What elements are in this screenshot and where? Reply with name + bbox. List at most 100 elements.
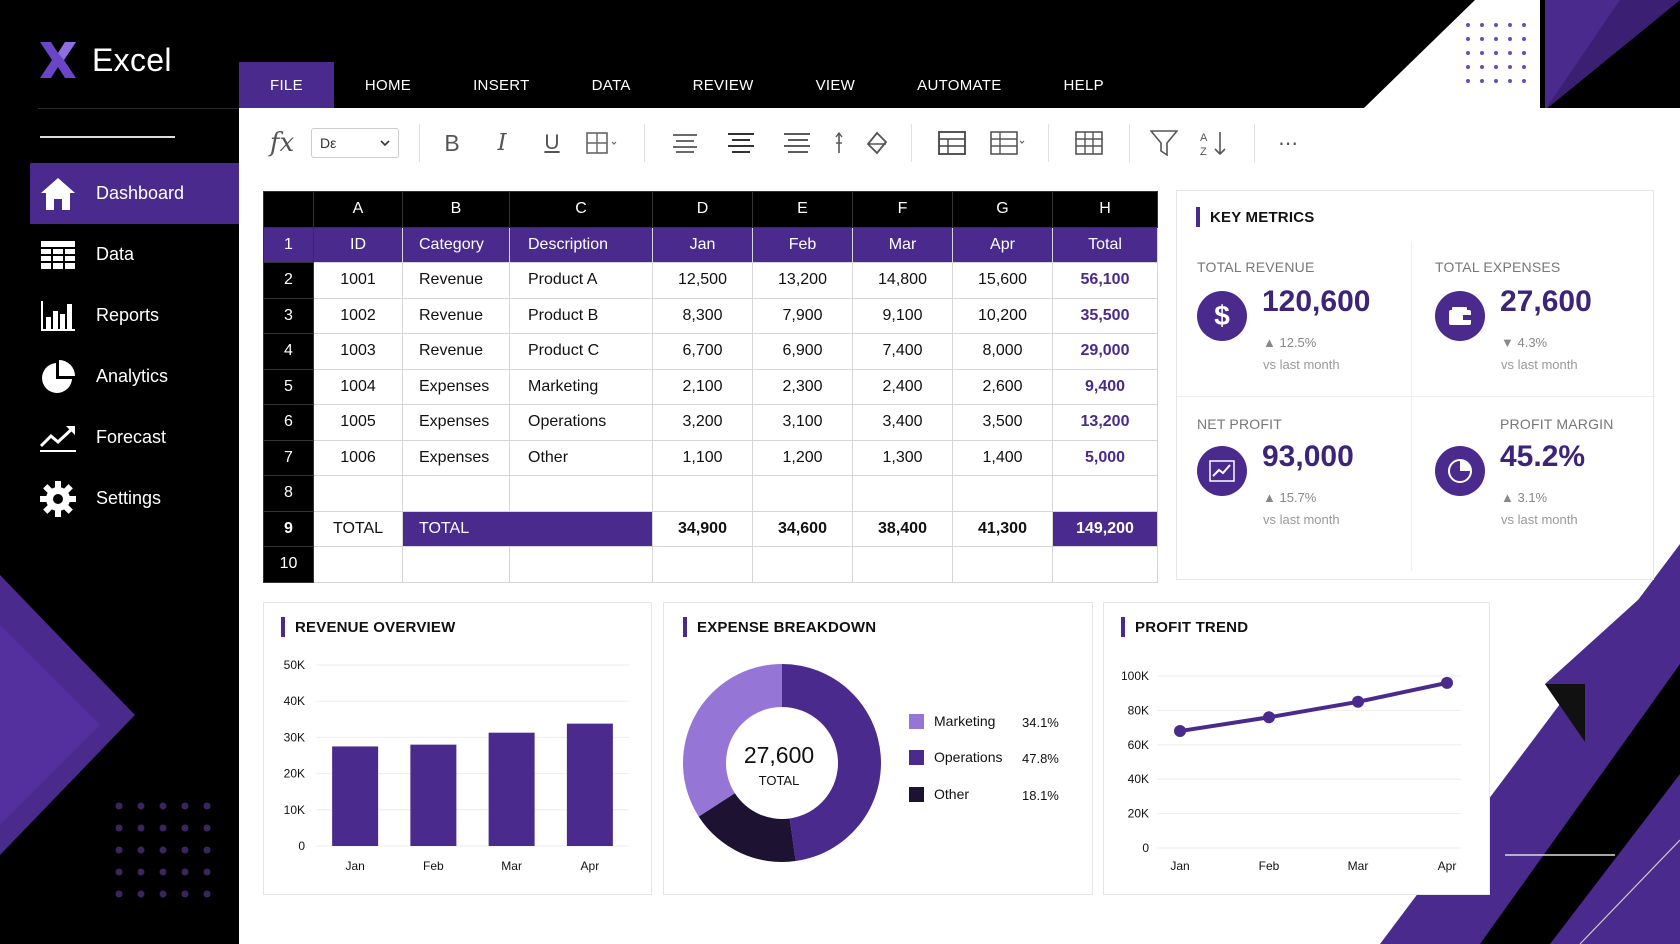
menu-automate[interactable]: AUTOMATE (917, 76, 1002, 94)
cell[interactable]: 3,500 (952, 404, 1053, 441)
cell[interactable]: 1,400 (952, 439, 1053, 476)
cell[interactable]: 1006 (313, 439, 403, 476)
cell[interactable]: 1,100 (652, 439, 753, 476)
cell[interactable]: Expenses (402, 404, 510, 441)
cell[interactable]: Revenue (402, 262, 510, 299)
sidebar-item-dashboard[interactable]: Dashboard (30, 163, 239, 224)
cell[interactable]: 1,200 (752, 439, 853, 476)
cell[interactable] (852, 546, 953, 583)
cell[interactable]: TOTAL (313, 510, 403, 547)
sidebar-item-reports[interactable]: Reports (30, 285, 239, 346)
cell[interactable]: 34,600 (752, 510, 853, 547)
metric-total-expenses[interactable]: TOTAL EXPENSES 27,600 ▼ 4.3% vs last mon… (1435, 259, 1645, 384)
corner-cell[interactable] (263, 191, 314, 228)
row-number[interactable]: 6 (263, 404, 314, 441)
cell[interactable]: Jan (652, 226, 753, 263)
text-direction-icon[interactable] (825, 123, 853, 163)
metric-net-profit[interactable]: NET PROFIT 93,000 ▲ 15.7% vs last month (1197, 416, 1407, 541)
sidebar-item-data[interactable]: Data (30, 224, 239, 285)
filter-icon[interactable] (1142, 123, 1186, 163)
cell[interactable]: 41,300 (952, 510, 1053, 547)
cell[interactable] (509, 475, 653, 512)
row-number[interactable]: 10 (263, 546, 314, 583)
cell[interactable] (1052, 475, 1158, 512)
cell[interactable] (402, 546, 510, 583)
table-format-icon[interactable] (980, 123, 1036, 163)
cell[interactable]: 8,000 (952, 333, 1053, 370)
row-number[interactable]: 5 (263, 368, 314, 405)
metric-profit-margin[interactable]: PROFIT MARGIN 45.2% ▲ 3.1% vs last month (1435, 416, 1645, 541)
row-number[interactable]: 1 (263, 226, 314, 263)
cell[interactable]: 38,400 (852, 510, 953, 547)
cell[interactable] (402, 475, 510, 512)
cell[interactable]: Revenue (402, 297, 510, 334)
cell[interactable]: 3,200 (652, 404, 753, 441)
column-header[interactable]: A (313, 191, 403, 228)
cell[interactable]: Revenue (402, 333, 510, 370)
cell[interactable]: 29,000 (1052, 333, 1158, 370)
menu-insert[interactable]: INSERT (473, 76, 530, 94)
cell[interactable]: 1002 (313, 297, 403, 334)
cell[interactable]: Feb (752, 226, 853, 263)
cell[interactable]: Description (509, 226, 653, 263)
column-header[interactable]: C (509, 191, 653, 228)
cell[interactable]: Apr (952, 226, 1053, 263)
row-number[interactable]: 9 (263, 510, 314, 547)
cell[interactable]: 149,200 (1052, 510, 1158, 547)
menu-review[interactable]: REVIEW (692, 76, 754, 94)
insert-table-icon[interactable] (924, 123, 980, 163)
cell[interactable]: 35,500 (1052, 297, 1158, 334)
cell[interactable]: 2,400 (852, 368, 953, 405)
cell[interactable]: 3,100 (752, 404, 853, 441)
cell[interactable] (1052, 546, 1158, 583)
cell[interactable]: Expenses (402, 439, 510, 476)
cell[interactable]: 13,200 (752, 262, 853, 299)
cell[interactable]: 6,700 (652, 333, 753, 370)
cell[interactable]: 15,600 (952, 262, 1053, 299)
cell[interactable] (852, 475, 953, 512)
column-header[interactable]: B (402, 191, 510, 228)
row-number[interactable]: 8 (263, 475, 314, 512)
cell[interactable] (313, 475, 403, 512)
cell[interactable]: 1004 (313, 368, 403, 405)
metric-total-revenue[interactable]: TOTAL REVENUE $ 120,600 ▲ 12.5% vs last … (1197, 259, 1407, 384)
cell[interactable]: 56,100 (1052, 262, 1158, 299)
more-options-icon[interactable]: ⋯ (1278, 132, 1300, 155)
cell[interactable] (509, 546, 653, 583)
align-center-icon[interactable] (713, 123, 769, 163)
cell[interactable]: 10,200 (952, 297, 1053, 334)
cell[interactable]: Product C (509, 333, 653, 370)
sidebar-item-analytics[interactable]: Analytics (30, 346, 239, 407)
cell[interactable] (313, 546, 403, 583)
cell[interactable] (952, 475, 1053, 512)
cell[interactable]: Product A (509, 262, 653, 299)
align-right-icon[interactable] (769, 123, 825, 163)
cell[interactable]: 9,400 (1052, 368, 1158, 405)
cell[interactable] (952, 546, 1053, 583)
cell[interactable]: 12,500 (652, 262, 753, 299)
cell[interactable]: Expenses (402, 368, 510, 405)
cell[interactable]: 8,300 (652, 297, 753, 334)
cell[interactable]: Mar (852, 226, 953, 263)
cell[interactable]: 1001 (313, 262, 403, 299)
cell[interactable] (752, 546, 853, 583)
cell[interactable] (652, 546, 753, 583)
menu-data[interactable]: DATA (591, 76, 631, 94)
cell[interactable]: 13,200 (1052, 404, 1158, 441)
app-brand[interactable]: Excel (38, 40, 172, 80)
cell[interactable]: Product B (509, 297, 653, 334)
menu-file[interactable]: FILE (239, 62, 334, 108)
cell[interactable]: ID (313, 226, 403, 263)
row-number[interactable]: 2 (263, 262, 314, 299)
cell[interactable]: 2,600 (952, 368, 1053, 405)
row-number[interactable]: 4 (263, 333, 314, 370)
row-number[interactable]: 3 (263, 297, 314, 334)
menu-view[interactable]: VIEW (815, 76, 856, 94)
column-header[interactable]: E (752, 191, 853, 228)
cell[interactable]: 2,100 (652, 368, 753, 405)
cell[interactable]: 7,900 (752, 297, 853, 334)
menu-help[interactable]: HELP (1063, 76, 1104, 94)
function-icon[interactable]: fx (269, 128, 295, 158)
bold-icon[interactable]: B (444, 129, 460, 156)
